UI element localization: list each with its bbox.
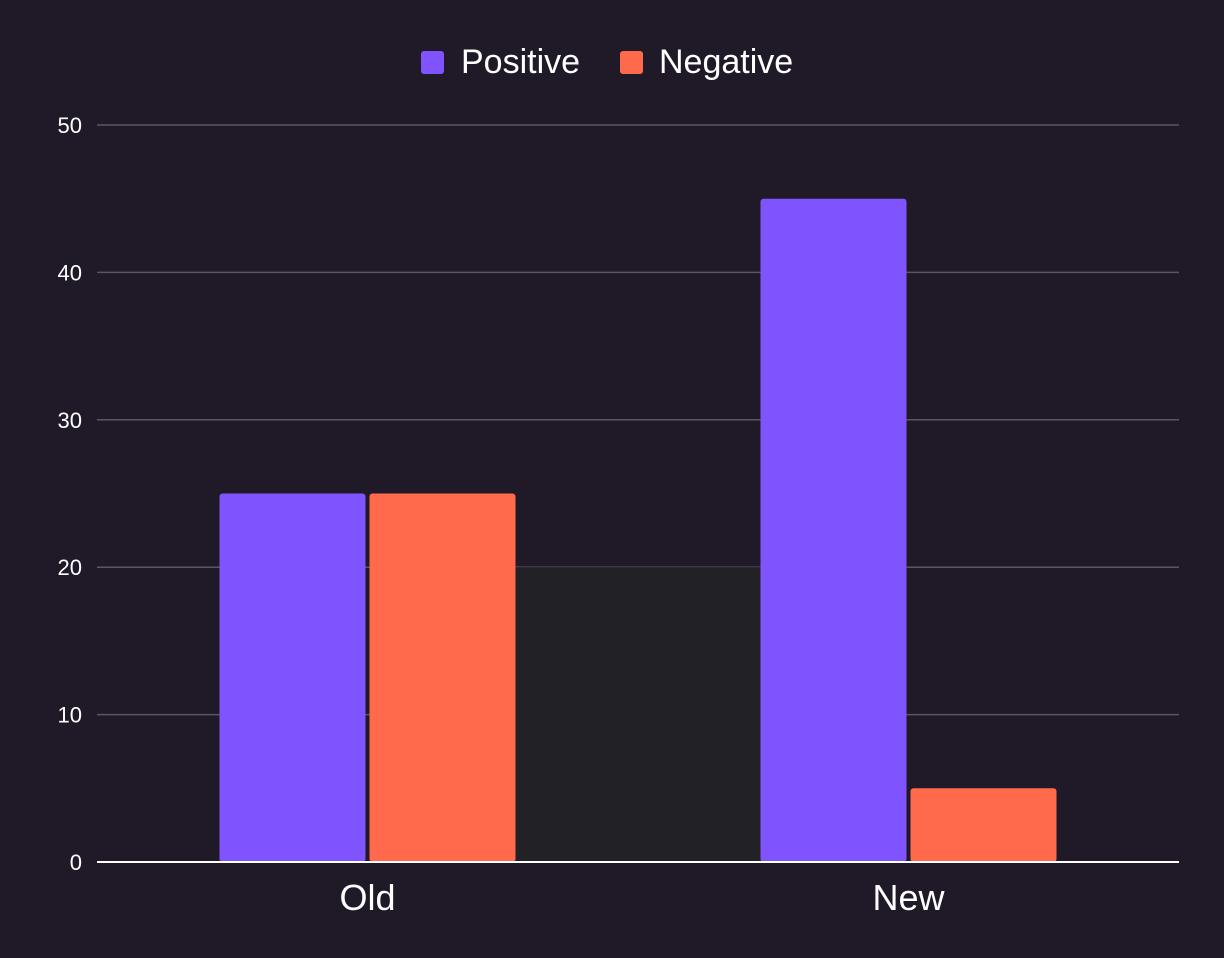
bar-positive-new — [760, 198, 907, 862]
legend-label-positive: Positive — [461, 43, 580, 81]
y-tick-label: 0 — [70, 850, 82, 875]
bar-negative-new — [910, 788, 1057, 862]
chart-legend: Positive Negative — [421, 43, 793, 81]
legend-swatch-negative — [620, 51, 643, 74]
y-tick-label: 50 — [58, 113, 82, 138]
y-tick-label: 30 — [58, 408, 82, 433]
y-axis: 0 10 20 30 40 50 — [58, 113, 82, 875]
y-tick-label: 10 — [58, 703, 82, 728]
bar-negative-old — [369, 493, 516, 862]
plot-highlight-region — [515, 567, 761, 862]
x-tick-label: New — [872, 877, 945, 918]
bar-positive-old — [219, 493, 366, 862]
y-tick-label: 40 — [58, 260, 82, 285]
bars-group — [219, 198, 1057, 862]
y-tick-label: 20 — [58, 555, 82, 580]
legend-label-negative: Negative — [659, 43, 793, 81]
legend-swatch-positive — [421, 51, 444, 74]
x-axis: Old New — [97, 861, 1179, 918]
x-tick-label: Old — [339, 877, 395, 918]
